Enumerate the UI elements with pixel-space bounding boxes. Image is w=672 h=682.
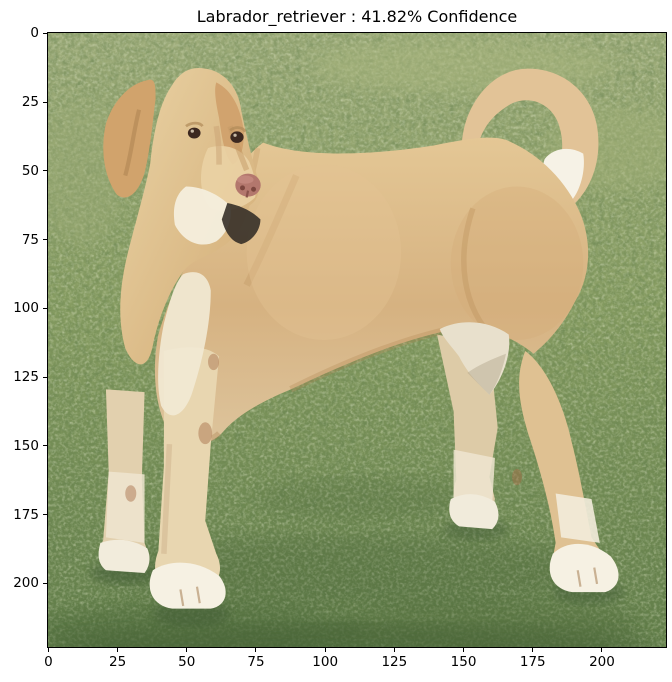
- chin-white-fur: [173, 186, 231, 245]
- y-tick-mark: [43, 445, 47, 447]
- y-tick-mark: [43, 514, 47, 516]
- x-tick-mark: [532, 648, 534, 652]
- y-tick-label: 200: [13, 575, 39, 592]
- x-tick-mark: [393, 648, 395, 652]
- left-ear: [103, 79, 156, 198]
- belly-fur: [439, 322, 510, 395]
- x-tick-label: 0: [44, 654, 53, 670]
- image-axes: [47, 32, 667, 648]
- right-eye: [230, 131, 244, 143]
- nostril-left: [240, 185, 245, 191]
- y-tick-mark: [43, 307, 47, 309]
- y-tick-mark: [43, 32, 47, 34]
- plot-title: Labrador_retriever : 41.82% Confidence: [196, 7, 518, 26]
- dog-head: [103, 67, 261, 365]
- x-tick-label: 100: [312, 654, 339, 670]
- dog-body: [154, 137, 589, 444]
- y-tick-mark: [43, 239, 47, 241]
- x-tick-mark: [601, 648, 603, 652]
- near-front-paw: [149, 562, 226, 609]
- x-tick-label: 175: [519, 654, 546, 670]
- labrador-photo: [48, 33, 666, 647]
- x-tick-label: 25: [108, 654, 127, 670]
- y-tick-mark: [43, 170, 47, 172]
- x-tick-label: 150: [450, 654, 477, 670]
- x-tick-label: 75: [247, 654, 265, 670]
- y-tick-label: 0: [30, 25, 39, 42]
- y-tick-mark: [43, 376, 47, 378]
- x-tick-mark: [324, 648, 326, 652]
- x-tick-label: 50: [178, 654, 196, 670]
- near-hind-paw: [549, 543, 619, 593]
- y-tick-label: 175: [13, 506, 39, 523]
- nostril-right: [251, 186, 257, 192]
- y-tick-label: 50: [21, 162, 39, 179]
- left-eye: [187, 127, 201, 139]
- labrador-dog: [98, 67, 619, 609]
- chest-white-fur: [158, 272, 211, 416]
- y-tick-label: 25: [21, 94, 39, 111]
- x-tick-mark: [186, 648, 188, 652]
- x-tick-mark: [47, 648, 49, 652]
- mouth-shadow: [221, 202, 261, 245]
- y-tick-label: 75: [21, 231, 39, 248]
- near-legs: [149, 347, 619, 609]
- x-tick-mark: [463, 648, 465, 652]
- y-tick-label: 150: [13, 437, 39, 454]
- coat-spots: [125, 353, 522, 502]
- y-tick-mark: [43, 582, 47, 584]
- y-tick-label: 125: [13, 369, 39, 386]
- x-tick-label: 200: [589, 654, 615, 670]
- x-tick-mark: [255, 648, 257, 652]
- y-tick-label: 100: [13, 300, 39, 317]
- y-tick-mark: [43, 101, 47, 103]
- x-tick-mark: [117, 648, 119, 652]
- x-tick-label: 125: [381, 654, 408, 670]
